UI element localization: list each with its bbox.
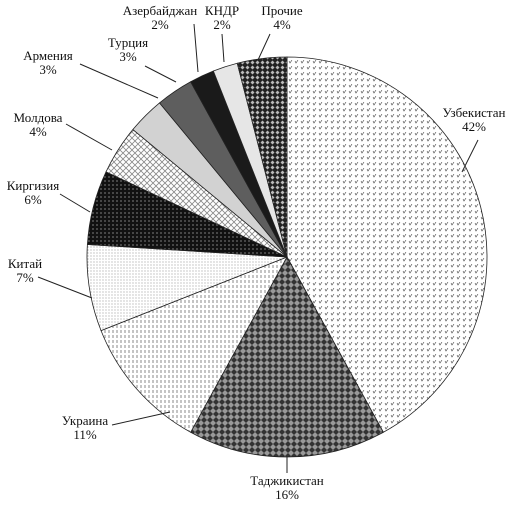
slice-label: Таджикистан <box>250 473 324 488</box>
leader-line <box>79 63 159 99</box>
pie-slice <box>100 256 288 433</box>
leader-line <box>257 33 271 61</box>
slice-label: КНДР <box>205 3 239 18</box>
slice-label: Молдова <box>14 110 63 125</box>
slice-label: Украина <box>62 413 109 428</box>
slice-label: Армения <box>23 48 73 63</box>
leader-line <box>37 276 93 299</box>
leader-line <box>221 33 225 63</box>
slice-value-label: 2% <box>151 17 169 32</box>
slice-value-label: 3% <box>39 62 57 77</box>
pie-slice <box>190 256 384 458</box>
slice-label: Турция <box>108 35 148 50</box>
slice-value-label: 7% <box>16 270 34 285</box>
slice-label: Азербайджан <box>123 3 198 18</box>
leader-line <box>461 139 479 173</box>
slice-value-label: 2% <box>213 17 231 32</box>
slice-label: Китай <box>8 256 42 271</box>
slice-value-label: 6% <box>24 192 42 207</box>
leader-line <box>59 193 91 213</box>
leader-line <box>144 65 177 83</box>
slice-label: Киргизия <box>7 178 60 193</box>
slice-value-label: 16% <box>275 487 299 502</box>
slice-value-label: 11% <box>73 427 97 442</box>
leader-line <box>65 123 113 151</box>
slice-label: Узбекистан <box>442 105 505 120</box>
slice-value-label: 4% <box>29 124 47 139</box>
slice-value-label: 42% <box>462 119 486 134</box>
slice-label: Прочие <box>261 3 303 18</box>
pie-slice <box>286 56 488 433</box>
leader-line <box>111 411 171 426</box>
leader-line <box>193 23 199 73</box>
slice-value-label: 4% <box>273 17 291 32</box>
slice-value-label: 3% <box>119 49 137 64</box>
pie-slice <box>236 56 288 258</box>
